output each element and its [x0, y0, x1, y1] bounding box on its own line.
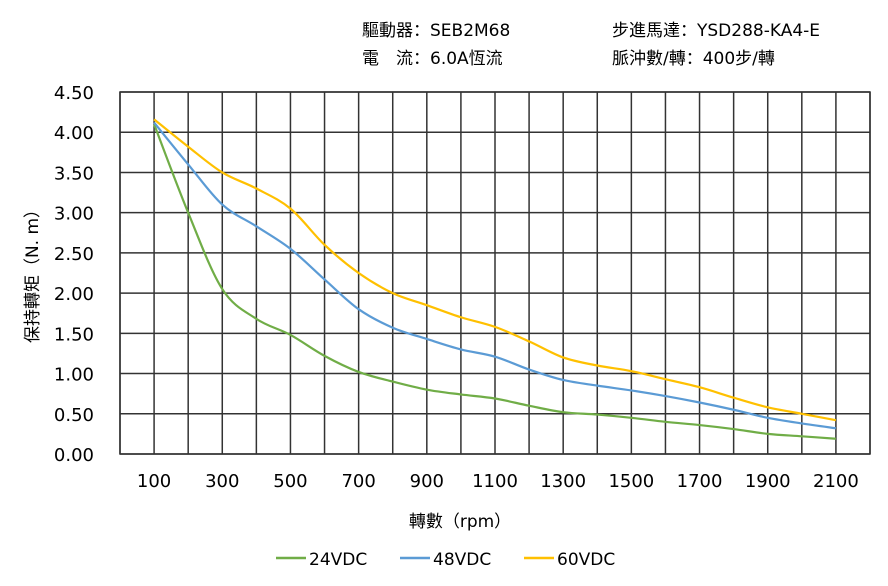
current-info: 電 流：6.0A恆流 — [362, 49, 503, 69]
y-tick-label: 2.50 — [54, 244, 94, 265]
tick-labels: 0.00 0.50 1.00 1.50 2.00 2.50 3.00 3.50 4.00 4.50… — [54, 83, 859, 492]
grid — [119, 91, 871, 455]
motor-info: 步進馬達：YSD288-KA4-E — [612, 21, 821, 41]
y-tick-label: 4.00 — [54, 123, 94, 144]
y-tick-label: 1.00 — [54, 365, 94, 386]
series-line-60VDC — [153, 118, 837, 422]
legend-label: 24VDC — [309, 550, 367, 570]
series-line-48VDC — [153, 121, 837, 430]
x-tick-label: 700 — [341, 471, 375, 492]
y-tick-label: 3.50 — [54, 163, 94, 184]
x-tick-label: 500 — [273, 471, 307, 492]
driver-info: 驅動器：SEB2M68 — [362, 21, 511, 41]
legend: 24VDC 48VDC 60VDC — [276, 550, 615, 570]
y-tick-label: 0.50 — [54, 405, 94, 426]
x-tick-label: 100 — [137, 471, 171, 492]
x-tick-label: 300 — [205, 471, 239, 492]
series-lines — [153, 118, 837, 440]
x-tick-label: 1100 — [472, 471, 518, 492]
y-tick-label: 2.00 — [54, 284, 94, 305]
x-tick-label: 2100 — [813, 471, 859, 492]
y-tick-label: 3.00 — [54, 204, 94, 225]
pulse-info: 脈沖數/轉：400步/轉 — [612, 49, 775, 69]
y-tick-label: 0.00 — [54, 445, 94, 466]
x-tick-label: 1900 — [745, 471, 791, 492]
x-tick-label: 1700 — [677, 471, 723, 492]
x-tick-label: 1300 — [540, 471, 586, 492]
y-tick-label: 1.50 — [54, 324, 94, 345]
legend-label: 48VDC — [433, 550, 491, 570]
x-tick-label: 900 — [410, 471, 444, 492]
plot-border — [119, 91, 871, 455]
x-axis-label: 轉數（rpm） — [409, 512, 511, 532]
x-tick-label: 1500 — [608, 471, 654, 492]
series-line-24VDC — [153, 123, 836, 440]
y-tick-label: 4.50 — [54, 83, 94, 104]
y-axis-label: 保持轉矩（N. m） — [23, 201, 43, 343]
legend-label: 60VDC — [557, 550, 615, 570]
